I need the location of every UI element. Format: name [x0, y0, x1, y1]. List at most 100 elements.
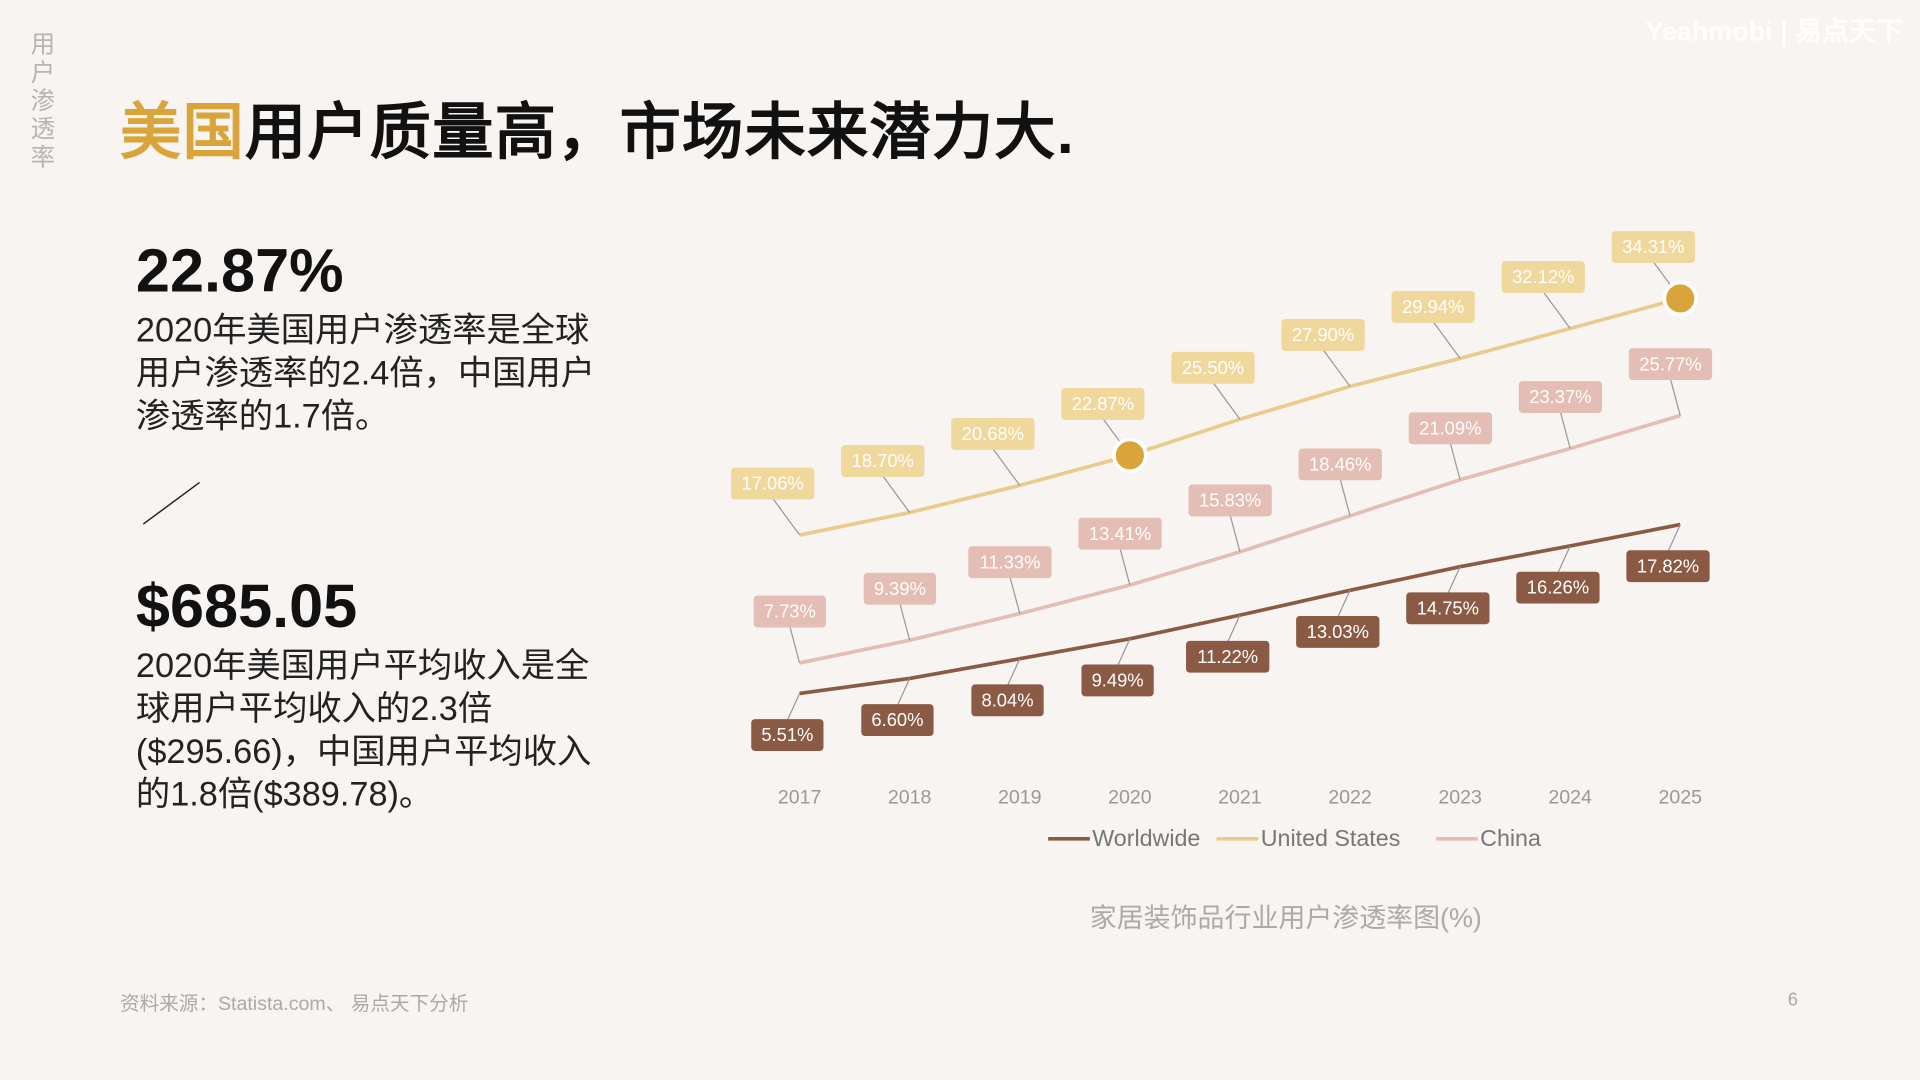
- x-tick-label: 2024: [1548, 786, 1592, 808]
- leader-line: [1557, 545, 1571, 574]
- data-label-bg: [1406, 592, 1490, 625]
- leader-line: [1006, 658, 1021, 686]
- data-label: 29.94%: [1402, 296, 1464, 317]
- data-label-bg: [1518, 381, 1603, 413]
- leader-line: [786, 693, 801, 721]
- data-label: 22.87%: [1072, 393, 1134, 414]
- data-label-bg: [1628, 348, 1713, 381]
- leader-line: [1449, 442, 1461, 480]
- data-label: 18.46%: [1309, 454, 1371, 475]
- highlight-point: [1662, 280, 1699, 317]
- x-tick-label: 2025: [1658, 786, 1702, 808]
- data-label-bg: [1296, 616, 1380, 648]
- legend-label: Worldwide: [1092, 825, 1200, 851]
- data-label-bg: [971, 684, 1044, 717]
- data-label-bg: [1171, 351, 1255, 384]
- data-label: 15.83%: [1199, 490, 1261, 511]
- leader-line: [1339, 478, 1351, 516]
- data-label-bg: [1611, 231, 1695, 263]
- data-label-bg: [753, 595, 826, 628]
- x-tick-label: 2020: [1108, 786, 1152, 808]
- leader-line: [789, 626, 801, 664]
- data-label: 17.06%: [742, 473, 804, 494]
- data-label: 25.50%: [1182, 357, 1244, 378]
- x-tick-label: 2022: [1328, 786, 1372, 808]
- data-label: 8.04%: [981, 689, 1033, 710]
- leader-line: [772, 497, 801, 536]
- stat1-value: 22.87%: [135, 236, 344, 305]
- data-label: 7.73%: [764, 601, 816, 622]
- data-label-bg: [1516, 571, 1600, 604]
- data-label-bg: [1061, 387, 1145, 420]
- leader-line: [1009, 576, 1021, 614]
- data-label-bg: [1626, 550, 1710, 583]
- data-label-bg: [1391, 291, 1475, 323]
- data-label: 23.37%: [1529, 386, 1591, 407]
- data-label: 21.09%: [1419, 417, 1481, 438]
- x-tick-label: 2023: [1438, 786, 1482, 808]
- data-label-bg: [1078, 517, 1162, 550]
- leader-line: [1227, 614, 1241, 643]
- data-label-bg: [841, 445, 925, 478]
- data-label-bg: [751, 719, 824, 751]
- leader-line: [1119, 548, 1131, 586]
- x-tick-label: 2021: [1218, 786, 1262, 808]
- page-number: 6: [1787, 989, 1798, 1011]
- data-label-bg: [1501, 261, 1585, 293]
- data-label: 6.60%: [871, 709, 923, 730]
- side-label: 用户渗透率: [30, 31, 56, 172]
- data-label-bg: [1186, 640, 1270, 673]
- leader-line: [896, 678, 911, 706]
- data-label-bg: [863, 572, 937, 605]
- leader-line: [992, 448, 1021, 486]
- data-label: 13.03%: [1307, 621, 1369, 642]
- data-label-bg: [1298, 448, 1382, 481]
- data-label-bg: [1081, 664, 1154, 697]
- data-label: 14.75%: [1417, 597, 1479, 618]
- data-label: 25.77%: [1639, 353, 1701, 374]
- data-label: 16.26%: [1527, 577, 1589, 598]
- stat2-text: 2020年美国用户平均收入是全球用户平均收入的2.3倍($295.66)，中国用…: [135, 646, 592, 814]
- source-note: 资料来源：Statista.com、 易点天下分析: [120, 994, 469, 1016]
- leader-line: [1447, 566, 1461, 594]
- data-label: 20.68%: [962, 423, 1024, 444]
- data-label-bg: [1408, 412, 1492, 445]
- data-label: 34.31%: [1622, 236, 1684, 257]
- chart-title: 家居装饰品行业用户渗透率图(%): [1089, 902, 1482, 934]
- leader-line: [1542, 291, 1571, 329]
- data-label: 9.39%: [874, 578, 926, 599]
- data-label-bg: [1281, 319, 1365, 351]
- data-label: 17.82%: [1637, 555, 1699, 576]
- legend-label: China: [1480, 825, 1541, 851]
- series-line-china: [799, 413, 1681, 665]
- data-label: 18.70%: [852, 450, 914, 471]
- data-label: 11.22%: [1197, 646, 1258, 667]
- data-label-bg: [861, 704, 934, 737]
- data-label: 9.49%: [1092, 670, 1144, 691]
- data-label: 27.90%: [1292, 324, 1354, 345]
- data-label: 11.33%: [980, 551, 1041, 572]
- leader-line: [1432, 321, 1461, 359]
- data-label: 5.51%: [761, 724, 813, 745]
- divider-slash: [142, 481, 201, 525]
- legend-label: United States: [1261, 825, 1401, 851]
- leader-line: [1117, 638, 1131, 667]
- leader-line: [1667, 524, 1681, 552]
- data-label-bg: [731, 467, 815, 500]
- data-label: 32.12%: [1512, 266, 1574, 287]
- data-label-bg: [1188, 484, 1272, 517]
- leader-line: [1229, 514, 1241, 553]
- x-tick-label: 2018: [888, 786, 932, 808]
- data-label-bg: [968, 546, 1052, 579]
- stat2-value: $685.05: [135, 571, 358, 641]
- logo: Yeahmobi | 易点天下: [1645, 15, 1903, 47]
- page-title: 美国用户质量高，市场未来潜力大.: [120, 83, 1075, 171]
- leader-line: [1322, 349, 1351, 387]
- data-label: 13.41%: [1089, 523, 1151, 544]
- title-highlight: 美国: [120, 97, 245, 167]
- leader-line: [1212, 382, 1241, 420]
- title-rest: 用户质量高，市场未来潜力大.: [244, 97, 1075, 167]
- stat1-text: 2020年美国用户渗透率是全球用户渗透率的2.4倍，中国用户渗透率的1.7倍。: [135, 311, 596, 435]
